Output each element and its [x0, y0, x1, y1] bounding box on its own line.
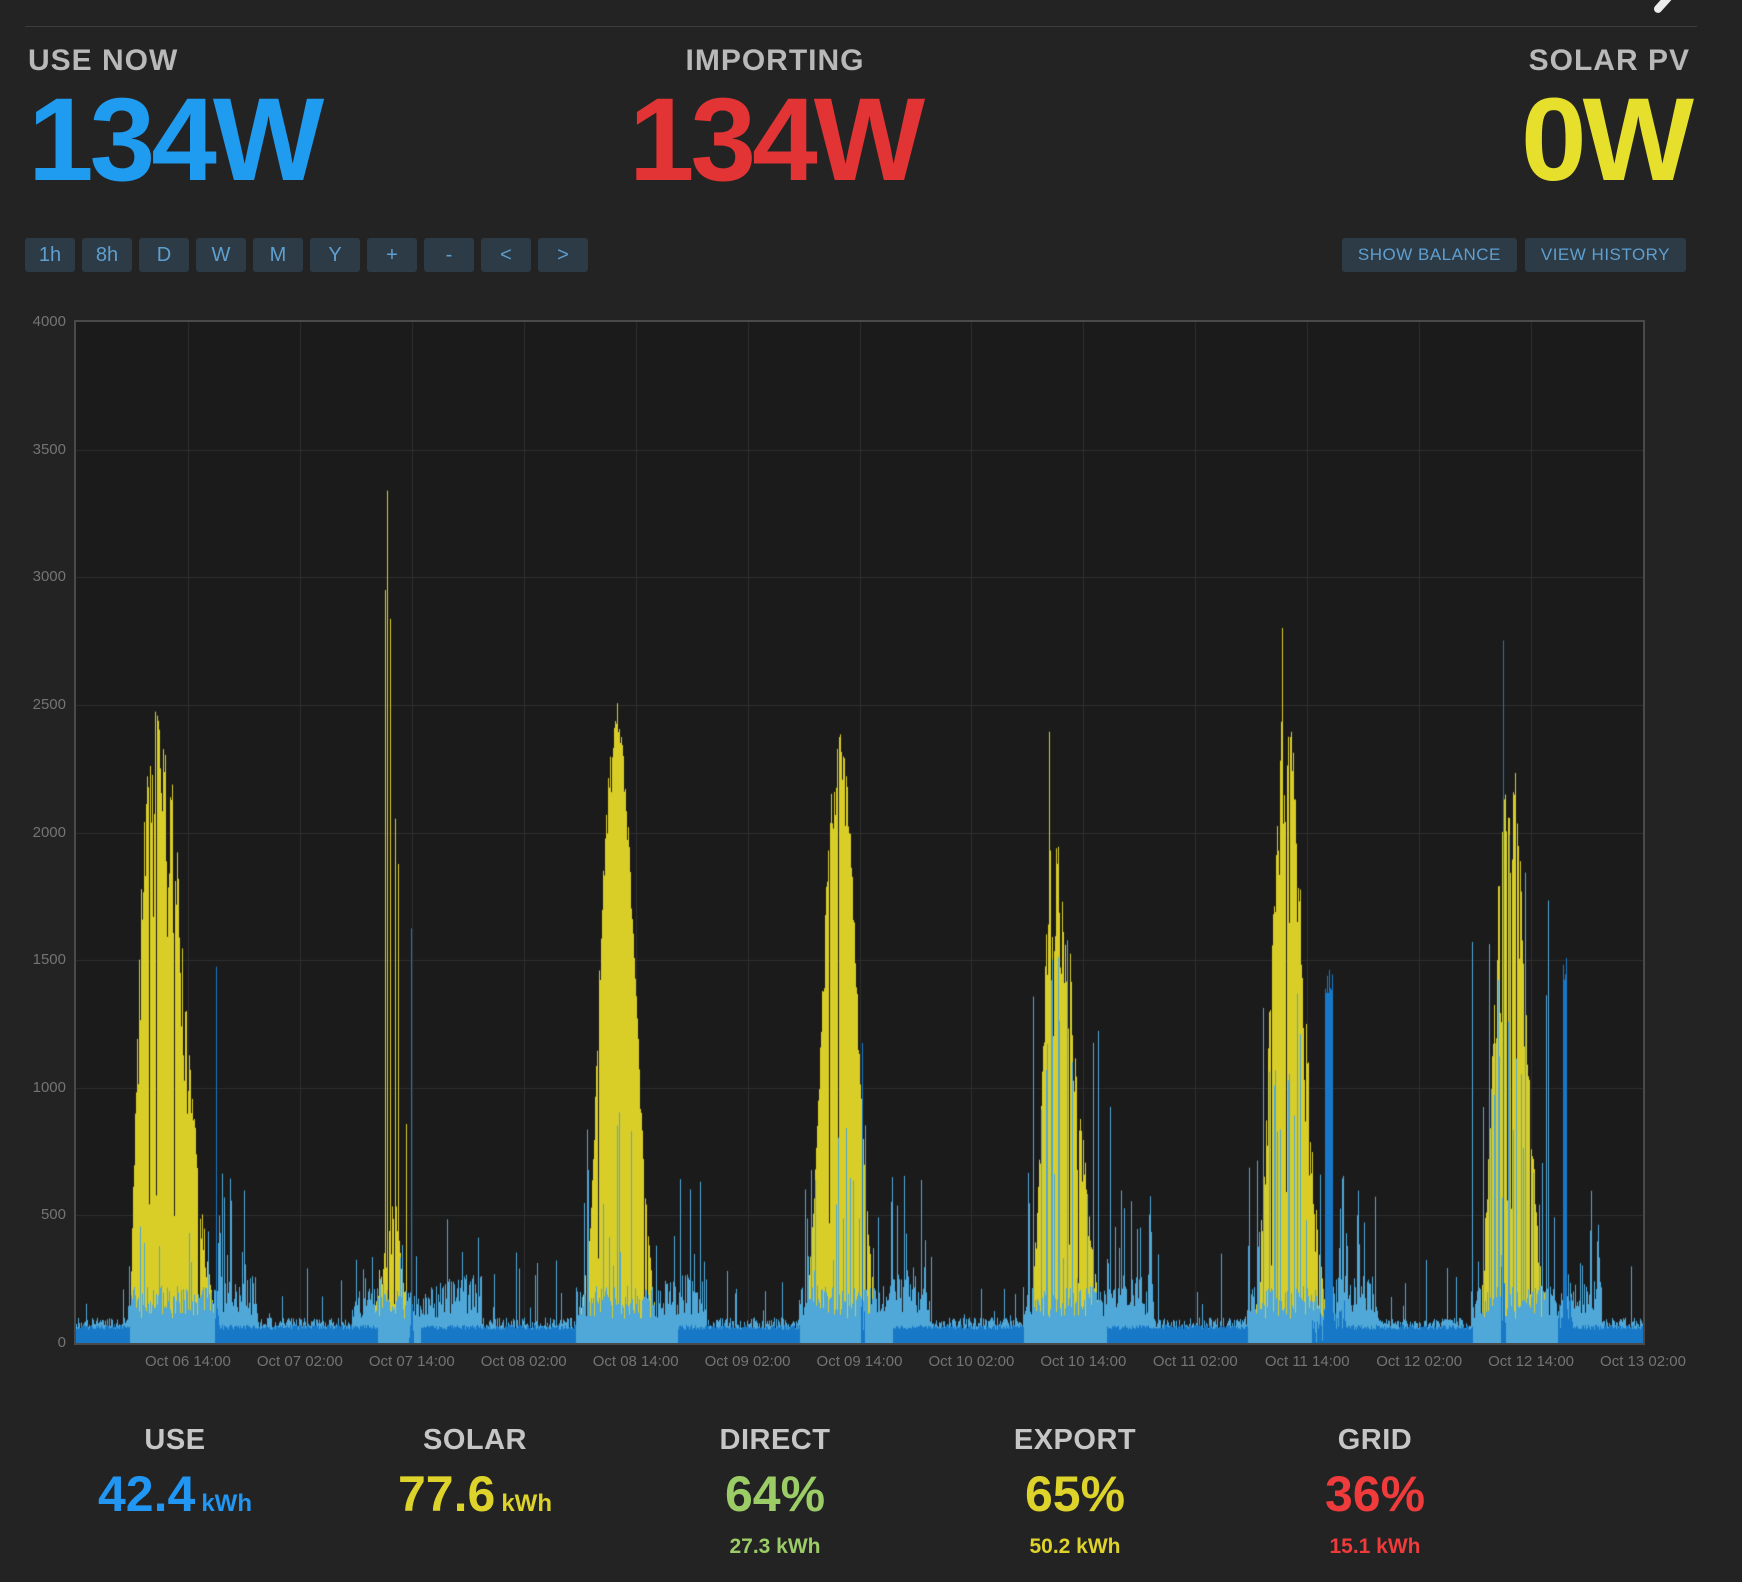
stat-solar-pv: SOLAR PV 0W	[1521, 44, 1694, 206]
total-solar: SOLAR 77.6 kWh	[325, 1424, 625, 1559]
grid-kwh: 15.1 kWh	[1329, 1535, 1421, 1558]
x-tick-label: Oct 09 14:00	[816, 1353, 903, 1370]
stat-use-now: USE NOW 134W	[28, 44, 324, 206]
chart-action-toolbar: SHOW BALANCE VIEW HISTORY	[1341, 238, 1686, 272]
zoom-week-button[interactable]: W	[196, 238, 246, 272]
export-stat: EXPORT 65% 50.2 kWh	[925, 1424, 1225, 1559]
x-tick-label: Oct 07 02:00	[256, 1353, 343, 1370]
zoom-in-button[interactable]: +	[367, 238, 417, 272]
energy-totals-bar: USE 42.4 kWh SOLAR 77.6 kWh DIRECT 64% 27.…	[25, 1424, 1525, 1559]
total-use-value: 42.4	[98, 1466, 196, 1522]
y-tick-label: 1000	[32, 1078, 66, 1096]
x-tick-label: Oct 12 02:00	[1376, 1353, 1463, 1370]
power-history-chart-canvas[interactable]	[76, 322, 1643, 1343]
x-tick-label: Oct 08 02:00	[480, 1353, 567, 1370]
importing-label: IMPORTING	[685, 44, 865, 77]
direct-stat: DIRECT 64% 27.3 kWh	[625, 1424, 925, 1559]
x-tick-label: Oct 10 14:00	[1040, 1353, 1127, 1370]
export-percent: 65%	[1024, 1466, 1126, 1522]
total-solar-unit: kWh	[501, 1490, 552, 1517]
grid-stat: GRID 36% 15.1 kWh	[1225, 1424, 1525, 1559]
x-tick-label: Oct 10 02:00	[928, 1353, 1015, 1370]
cursor-artifact	[1652, 0, 1680, 15]
zoom-1h-button[interactable]: 1h	[25, 238, 75, 272]
zoom-out-button[interactable]: -	[424, 238, 474, 272]
total-solar-label: SOLAR	[423, 1424, 527, 1456]
x-tick-label: Oct 11 02:00	[1152, 1353, 1238, 1370]
chart-plot-area	[74, 320, 1645, 1345]
y-tick-label: 500	[40, 1206, 66, 1224]
y-tick-label: 3500	[32, 440, 66, 458]
export-label: EXPORT	[1013, 1424, 1137, 1456]
header-divider	[25, 26, 1697, 27]
x-tick-label: Oct 07 14:00	[368, 1353, 455, 1370]
solar-pv-label: SOLAR PV	[1528, 44, 1690, 77]
y-tick-label: 2500	[32, 695, 66, 713]
chart-x-axis: Oct 06 14:00 Oct 07 02:00 Oct 07 14:00 Oct …	[0, 1353, 1742, 1373]
use-now-label: USE NOW	[28, 44, 179, 77]
x-tick-label: Oct 09 02:00	[704, 1353, 791, 1370]
y-tick-label: 2000	[32, 823, 66, 841]
y-tick-label: 3000	[32, 568, 66, 586]
pan-left-button[interactable]: <	[481, 238, 531, 272]
x-tick-label: Oct 13 02:00	[1600, 1353, 1686, 1370]
show-balance-button[interactable]: SHOW BALANCE	[1341, 238, 1517, 272]
pan-right-button[interactable]: >	[538, 238, 588, 272]
zoom-month-button[interactable]: M	[253, 238, 303, 272]
direct-label: DIRECT	[719, 1424, 831, 1456]
direct-percent: 64%	[724, 1466, 826, 1522]
y-tick-label: 0	[57, 1334, 66, 1351]
zoom-year-button[interactable]: Y	[310, 238, 360, 272]
x-tick-label: Oct 06 14:00	[144, 1353, 231, 1370]
x-tick-label: Oct 08 14:00	[592, 1353, 679, 1370]
chart-y-axis: 4000 3500 3000 2500 2000 1500 1000 500 0	[0, 0, 66, 1400]
grid-label: GRID	[1337, 1424, 1413, 1456]
importing-value: 134W	[628, 74, 925, 206]
solar-pv-value: 0W	[1521, 74, 1694, 206]
zoom-8h-button[interactable]: 8h	[82, 238, 132, 272]
export-kwh: 50.2 kWh	[1029, 1535, 1121, 1558]
y-tick-label: 1500	[32, 951, 66, 969]
total-use-label: USE	[144, 1424, 206, 1456]
x-tick-label: Oct 11 14:00	[1264, 1353, 1350, 1370]
stat-importing: IMPORTING 134W	[628, 44, 925, 206]
total-use: USE 42.4 kWh	[25, 1424, 325, 1559]
direct-kwh: 27.3 kWh	[729, 1535, 821, 1558]
zoom-day-button[interactable]: D	[139, 238, 189, 272]
y-tick-label: 4000	[32, 313, 66, 330]
x-tick-label: Oct 12 14:00	[1488, 1353, 1575, 1370]
view-history-button[interactable]: VIEW HISTORY	[1524, 238, 1686, 272]
chart-zoom-toolbar: 1h 8h D W M Y + - < >	[25, 238, 588, 272]
use-now-value: 134W	[28, 74, 324, 206]
grid-percent: 36%	[1324, 1466, 1426, 1522]
total-use-unit: kWh	[201, 1490, 252, 1517]
total-solar-value: 77.6	[398, 1466, 496, 1522]
